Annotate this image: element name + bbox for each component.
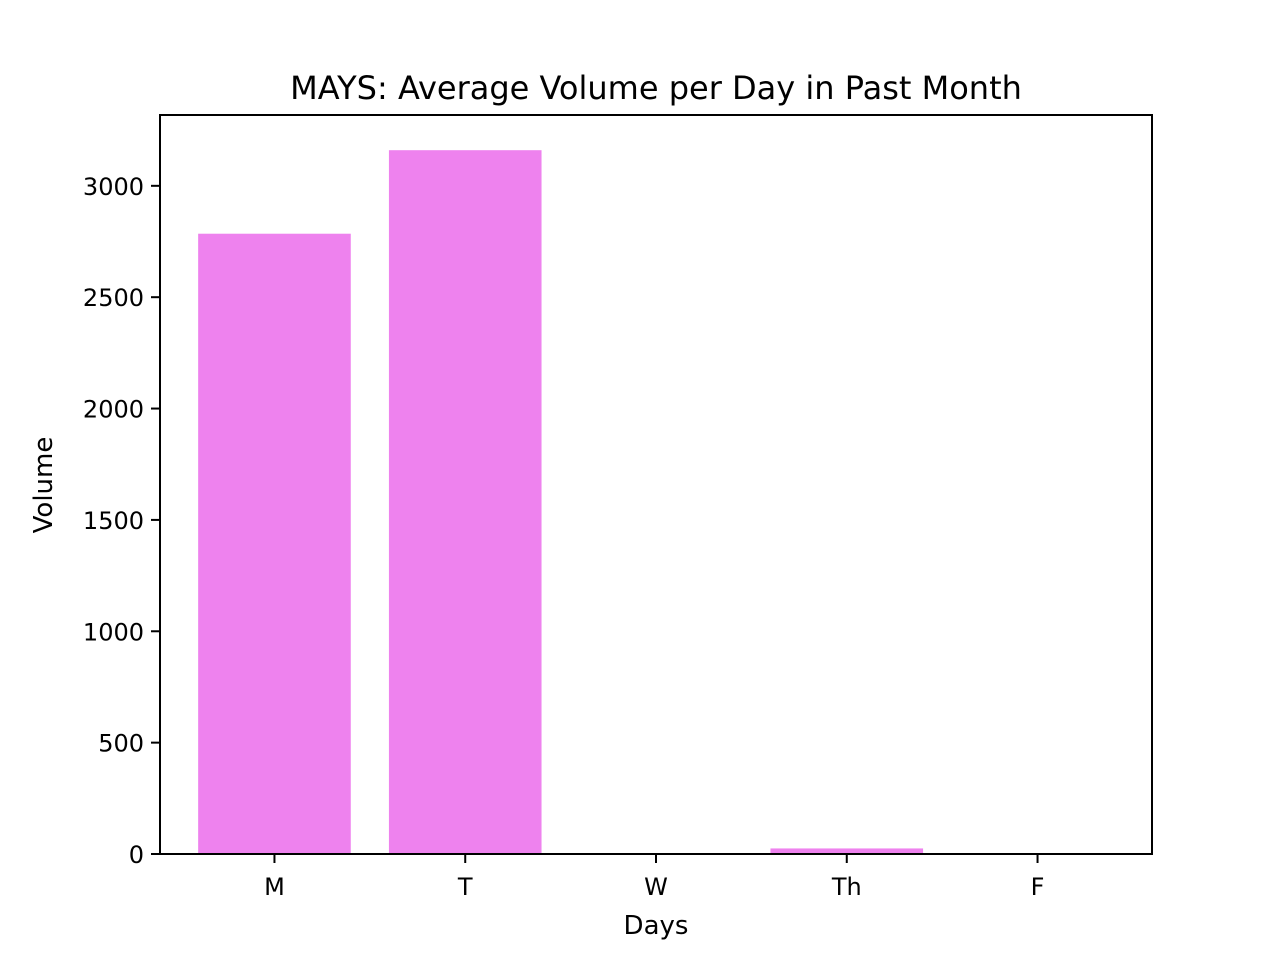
y-tick-label: 1500 xyxy=(83,507,144,535)
bars-group xyxy=(198,150,924,855)
y-tick-label: 500 xyxy=(98,730,144,758)
y-tick-label: 2500 xyxy=(83,284,144,312)
bar-M xyxy=(198,233,351,855)
x-tick-label: T xyxy=(457,873,473,901)
y-axis: 0 500 1000 1500 2000 2500 3000 xyxy=(83,173,160,869)
bar-Th xyxy=(770,848,924,854)
y-tick-label: 1000 xyxy=(83,618,144,646)
y-axis-label: Volume xyxy=(29,437,59,534)
chart-title: MAYS: Average Volume per Day in Past Mon… xyxy=(290,69,1022,107)
x-tick-label: F xyxy=(1031,873,1045,901)
x-tick-label: Th xyxy=(831,873,862,901)
x-axis: M T W Th F xyxy=(264,854,1044,901)
bar-T xyxy=(388,150,542,854)
x-tick-label: M xyxy=(264,873,285,901)
y-tick-label: 0 xyxy=(129,841,144,869)
x-axis-label: Days xyxy=(624,911,689,941)
x-tick-label: W xyxy=(644,873,668,901)
y-tick-label: 2000 xyxy=(83,396,144,424)
y-tick-label: 3000 xyxy=(83,173,144,201)
